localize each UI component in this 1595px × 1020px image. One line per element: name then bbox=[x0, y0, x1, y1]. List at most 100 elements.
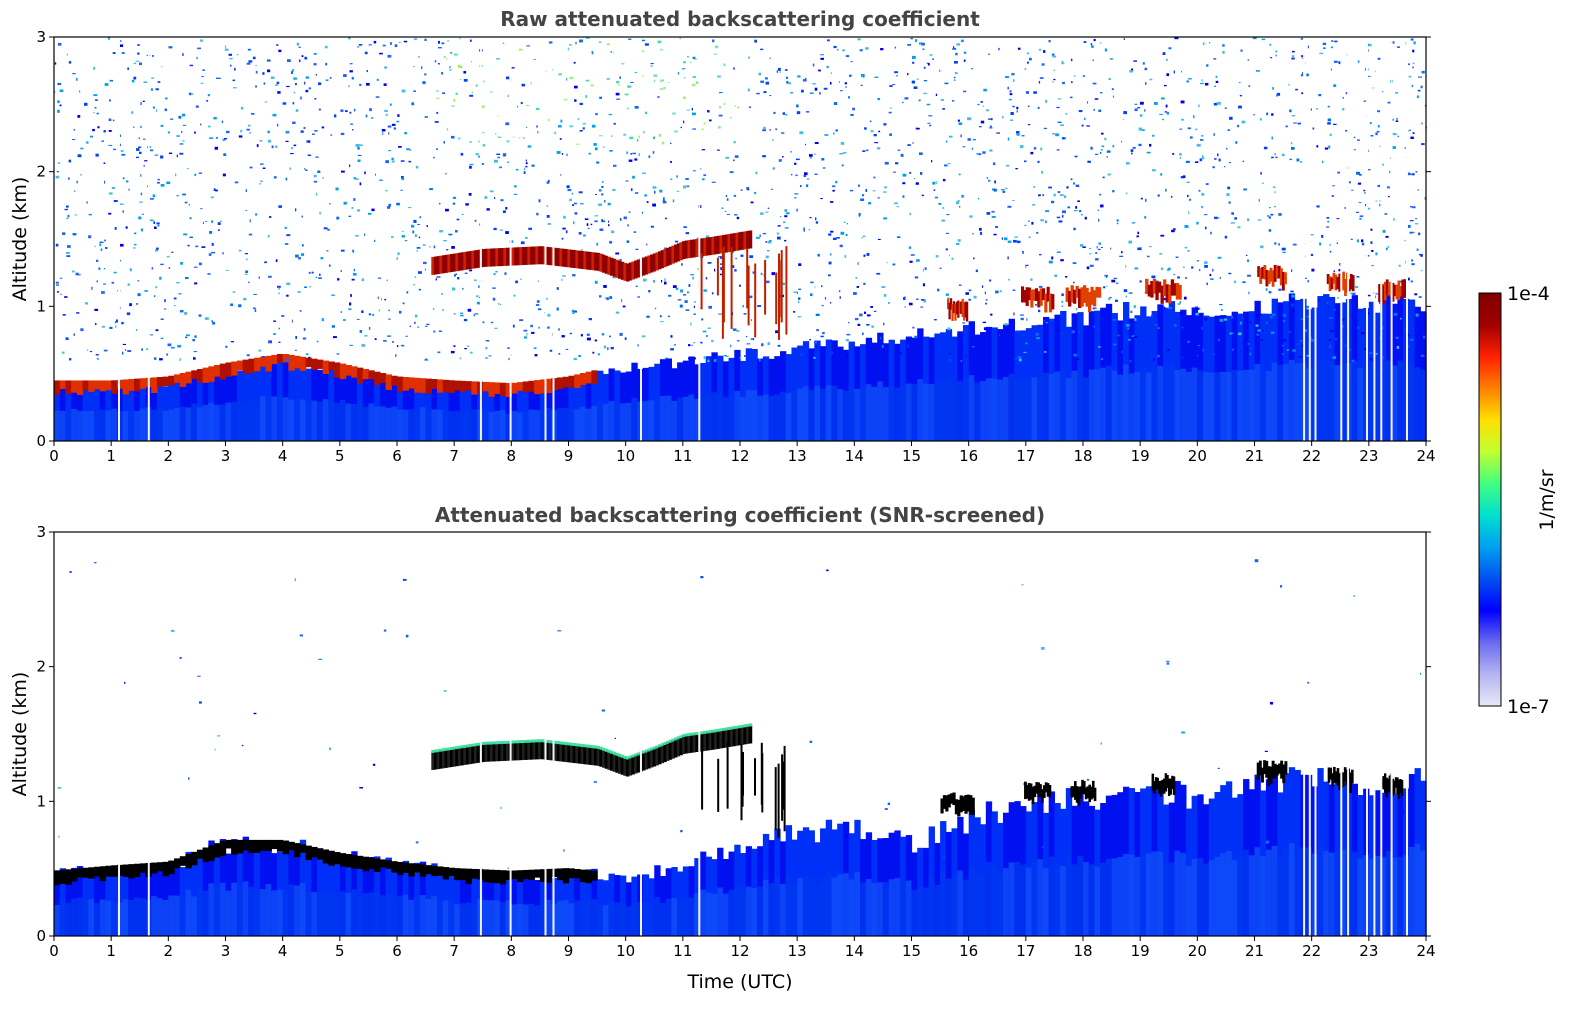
noise-speck bbox=[1077, 200, 1080, 203]
noise-speck bbox=[408, 207, 412, 209]
noise-speck bbox=[1074, 74, 1076, 77]
boundary-layer-top-segment bbox=[437, 866, 444, 876]
aerosol-column-lower bbox=[1140, 366, 1147, 441]
noise-speck bbox=[267, 139, 271, 143]
noise-speck bbox=[1371, 265, 1376, 267]
noise-speck bbox=[1137, 247, 1142, 251]
noise-speck bbox=[1140, 101, 1144, 105]
noise-speck bbox=[1336, 218, 1340, 220]
elevated-cloud-segment bbox=[668, 246, 673, 265]
noise-speck bbox=[999, 290, 1002, 293]
noise-speck bbox=[616, 80, 620, 84]
boundary-layer-top-segment bbox=[191, 370, 198, 379]
noise-speck bbox=[390, 42, 392, 45]
noise-speck bbox=[662, 199, 666, 203]
low-cloud-segment bbox=[1065, 287, 1069, 303]
noise-speck bbox=[328, 264, 331, 267]
elevated-cloud-segment bbox=[652, 253, 657, 272]
aerosol-column-lower bbox=[1163, 367, 1170, 441]
noise-speck bbox=[1219, 276, 1221, 279]
noise-speck bbox=[1399, 280, 1403, 283]
noise-speck bbox=[58, 835, 60, 838]
noise-speck bbox=[93, 66, 96, 70]
data-gap-line bbox=[552, 532, 555, 936]
noise-speck bbox=[1152, 134, 1155, 137]
noise-speck bbox=[663, 86, 666, 90]
boundary-layer-top-segment bbox=[254, 839, 261, 853]
noise-speck bbox=[953, 76, 956, 79]
noise-speck bbox=[424, 116, 428, 118]
noise-speck bbox=[404, 240, 408, 242]
elevated-cloud-segment bbox=[506, 742, 510, 761]
noise-speck bbox=[413, 66, 415, 68]
noise-speck bbox=[414, 276, 416, 278]
noise-speck bbox=[412, 284, 416, 286]
noise-speck bbox=[691, 108, 693, 111]
aerosol-column-lower bbox=[848, 879, 855, 936]
noise-speck bbox=[1420, 255, 1423, 257]
noise-speck bbox=[964, 355, 967, 357]
noise-speck bbox=[352, 249, 355, 253]
noise-speck bbox=[619, 332, 623, 336]
noise-speck bbox=[176, 135, 180, 137]
noise-speck bbox=[1092, 82, 1097, 85]
noise-speck bbox=[980, 120, 985, 124]
aerosol-column-lower bbox=[625, 906, 632, 936]
elevated-cloud-edge bbox=[473, 743, 478, 747]
elevated-cloud-segment bbox=[471, 250, 475, 269]
noise-speck bbox=[628, 159, 633, 162]
noise-speck bbox=[277, 91, 281, 94]
boundary-layer-top-segment bbox=[322, 849, 329, 864]
aerosol-column-lower bbox=[471, 409, 478, 441]
noise-speck bbox=[182, 193, 186, 196]
aerosol-column-lower bbox=[740, 890, 747, 936]
noise-speck bbox=[773, 111, 776, 114]
aerosol-column-lower bbox=[934, 884, 941, 936]
noise-speck bbox=[1065, 112, 1067, 115]
noise-speck bbox=[1179, 301, 1181, 304]
aerosol-column-lower bbox=[248, 399, 255, 441]
noise-speck bbox=[1381, 163, 1384, 166]
aerosol-column-lower bbox=[1185, 371, 1193, 441]
noise-speck bbox=[972, 139, 976, 141]
noise-speck bbox=[1220, 309, 1223, 311]
noise-speck bbox=[181, 113, 186, 117]
elevated-cloud-segment bbox=[439, 750, 443, 769]
x-tick-label: 2 bbox=[164, 942, 174, 960]
noise-speck bbox=[994, 180, 996, 184]
noise-speck bbox=[1203, 261, 1208, 264]
noise-speck bbox=[1276, 94, 1278, 97]
noise-speck bbox=[694, 357, 696, 360]
noise-speck bbox=[524, 336, 528, 339]
noise-speck bbox=[760, 80, 765, 83]
elevated-cloud-segment bbox=[468, 746, 473, 765]
noise-speck bbox=[1414, 223, 1419, 225]
x-tick-label: 8 bbox=[507, 942, 517, 960]
noise-speck bbox=[701, 318, 704, 321]
noise-speck bbox=[1247, 59, 1250, 61]
noise-speck bbox=[308, 356, 311, 358]
noise-speck bbox=[1423, 335, 1427, 339]
noise-speck bbox=[688, 357, 691, 360]
aerosol-column-lower bbox=[151, 409, 158, 441]
noise-speck bbox=[1228, 201, 1231, 204]
noise-speck bbox=[604, 297, 608, 299]
noise-speck bbox=[258, 276, 260, 279]
noise-speck bbox=[69, 571, 72, 573]
low-cloud-segment bbox=[1152, 278, 1157, 294]
noise-speck bbox=[922, 268, 924, 272]
noise-speck bbox=[355, 144, 360, 147]
low-cloud-segment bbox=[1344, 278, 1347, 296]
aerosol-column-lower bbox=[499, 409, 507, 441]
noise-speck bbox=[996, 132, 1000, 134]
noise-speck bbox=[199, 701, 202, 704]
boundary-layer-top-segment bbox=[379, 373, 387, 383]
noise-speck bbox=[1406, 63, 1410, 66]
x-tick-label: 3 bbox=[221, 447, 231, 465]
noise-speck bbox=[340, 249, 345, 252]
noise-speck bbox=[1074, 155, 1078, 158]
elevated-cloud-edge bbox=[433, 749, 438, 753]
noise-speck bbox=[217, 222, 221, 225]
low-cloud-segment bbox=[1395, 284, 1399, 300]
noise-speck bbox=[893, 171, 896, 173]
